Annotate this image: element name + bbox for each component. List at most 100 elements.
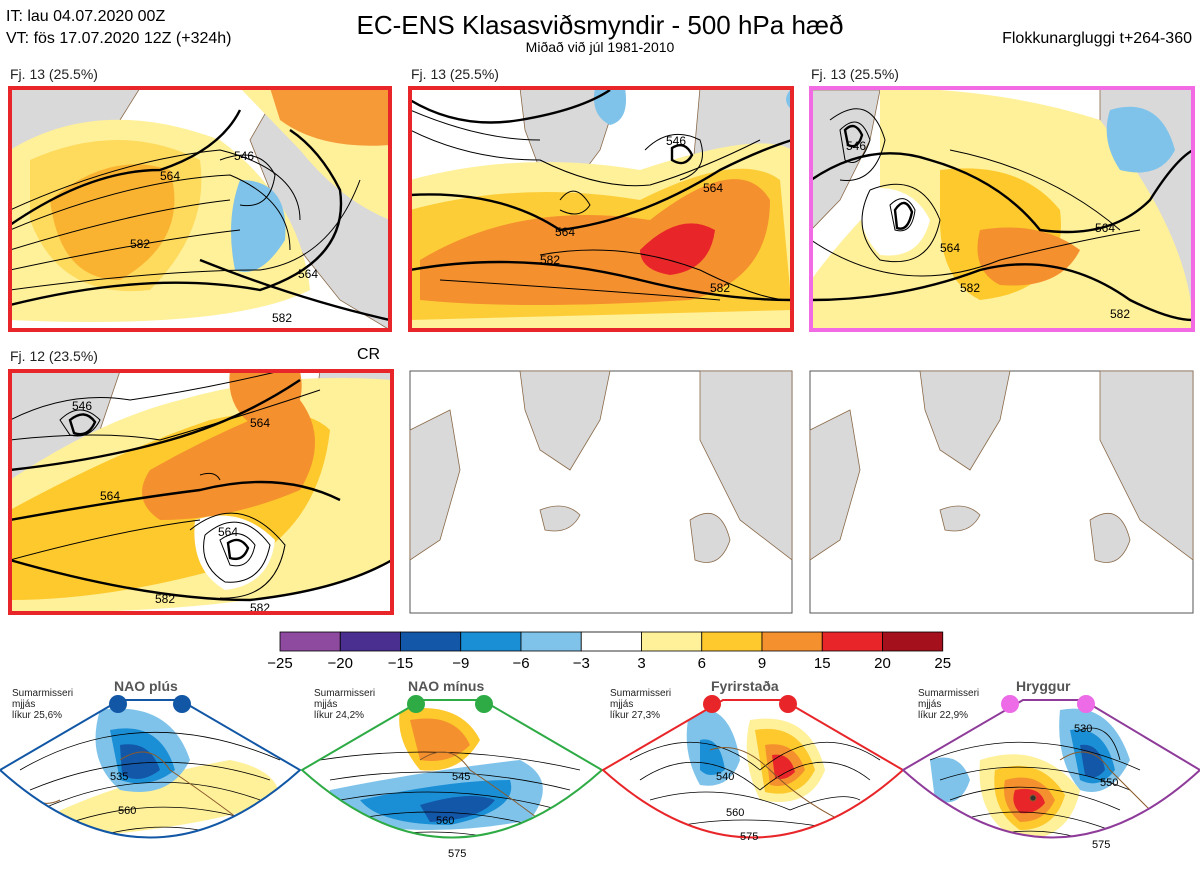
- regime-dot: [173, 695, 191, 713]
- colorbar-tick-label: 25: [934, 655, 951, 672]
- colorbar-tick-label: 15: [814, 655, 831, 672]
- empty-panel-6: [809, 370, 1194, 614]
- regime-info-nao-minus: Sumarmisseri mjjás líkur 24,2%: [314, 688, 375, 721]
- regime-title-ridge: Hryggur: [1016, 678, 1071, 694]
- land-north-america: [809, 409, 861, 561]
- colorbar-tick-label: 20: [874, 655, 891, 672]
- valid-time: VT: fös 17.07.2020 12Z (+324h): [6, 30, 232, 47]
- anomaly-red: [640, 223, 715, 275]
- contour-label: 564: [100, 489, 120, 503]
- sector-edge: [601, 699, 905, 839]
- anomaly-orange: [977, 227, 1080, 286]
- anomaly-orange: [420, 179, 770, 305]
- contour-label: 564: [298, 267, 318, 281]
- contour-label: 560: [118, 805, 136, 817]
- contour-label: 582: [250, 601, 270, 615]
- colorbar-segment: [460, 631, 522, 652]
- contour-label: 575: [740, 831, 758, 843]
- contour-label: 582: [540, 253, 560, 267]
- colorbar-tick-label: −6: [512, 655, 529, 672]
- header-info: IT: lau 04.07.2020 00Z VT: fös 17.07.202…: [6, 6, 231, 50]
- regime-dot: [1001, 695, 1019, 713]
- anomaly-white: [194, 515, 275, 590]
- colorbar: −25 −20 −15 −9 −6 −3 3 6 9 15 20 25: [267, 631, 951, 672]
- panel-4-label: Fj. 12 (23.5%): [10, 348, 98, 364]
- regime-probability: líkur 24,2%: [314, 710, 365, 721]
- colorbar-tick-label: 6: [698, 655, 706, 672]
- land-iceland: [939, 505, 981, 532]
- colorbar-tick-label: −9: [452, 655, 469, 672]
- regime-probability: líkur 27,3%: [610, 710, 661, 721]
- panel-1: 546 564 582 564 582: [10, 88, 390, 330]
- colorbar-segment: [882, 631, 944, 652]
- contour-label: 564: [160, 169, 180, 183]
- contour-label: 546: [72, 399, 92, 413]
- land-scandinavia: [1099, 370, 1194, 561]
- regime-months: mjjás: [314, 699, 338, 710]
- page-title: EC-ENS Klasasviðsmyndir - 500 hPa hæð: [356, 10, 844, 40]
- regime-title-nao-minus: NAO mínus: [408, 678, 485, 694]
- regime-info-nao-plus: Sumarmisseri mjjás líkur 25,6%: [12, 688, 73, 721]
- regime-info-ridge: Sumarmisseri mjjás líkur 22,9%: [918, 688, 979, 721]
- regime-season: Sumarmisseri: [314, 688, 376, 699]
- colorbar-tick-label: −25: [267, 655, 292, 672]
- colorbar-segment: [339, 631, 401, 652]
- regime-season: Sumarmisseri: [610, 688, 672, 699]
- contour-label: 582: [130, 237, 150, 251]
- land-greenland: [519, 370, 611, 471]
- colorbar-segment: [701, 631, 763, 652]
- colorbar-segment: [400, 631, 462, 652]
- classification-window: Flokkunargluggi t+264-360: [1002, 30, 1192, 47]
- panel-3-label: Fj. 13 (25.5%): [811, 66, 899, 82]
- panel-3: 546 564 564 582 582: [811, 88, 1193, 330]
- land-british-isles: [1089, 512, 1131, 563]
- regime-dot: [475, 695, 493, 713]
- panel-1-border: [8, 86, 392, 332]
- sector-edge: [300, 699, 604, 839]
- contour-label: 546: [846, 139, 866, 153]
- contour-label: 545: [452, 771, 470, 783]
- panel-1-label: Fj. 13 (25.5%): [10, 66, 98, 82]
- empty-panel-5: [409, 370, 793, 614]
- contour-label: 582: [272, 311, 292, 325]
- contour-label: 564: [940, 241, 960, 255]
- panel-2: 546 564 564 582 582: [410, 88, 792, 330]
- contour-label: 546: [234, 149, 254, 163]
- panel-4-border: [8, 369, 394, 615]
- contour-label: 564: [218, 525, 238, 539]
- colorbar-segment: [821, 631, 883, 652]
- land-iceland: [539, 505, 581, 532]
- contour-label: 564: [555, 225, 575, 239]
- land-british-isles: [689, 512, 731, 563]
- panel-2-border: [408, 86, 794, 332]
- anomaly-orange: [142, 400, 315, 520]
- regime-months: mjjás: [918, 699, 942, 710]
- panel-2-label: Fj. 13 (25.5%): [411, 66, 499, 82]
- anomaly-orange-2: [270, 88, 390, 146]
- colorbar-segment: [520, 631, 582, 652]
- contour-label: 560: [726, 807, 744, 819]
- regime-info-blocking: Sumarmisseri mjjás líkur 27,3%: [610, 688, 671, 721]
- regime-dot: [1077, 695, 1095, 713]
- colorbar-tick-label: −15: [388, 655, 413, 672]
- anomaly-blue: [1106, 106, 1175, 173]
- initial-time: IT: lau 04.07.2020 00Z: [6, 8, 166, 25]
- colorbar-tick-label: 3: [637, 655, 645, 672]
- colorbar-tick-label: −3: [573, 655, 590, 672]
- sector-edge: [0, 699, 302, 839]
- regime-title-nao-plus: NAO plús: [114, 678, 178, 694]
- contour-label: 530: [1074, 723, 1092, 735]
- land-scandinavia: [699, 370, 793, 561]
- panel-4: 546 564 564 564 582 582: [10, 371, 392, 615]
- page-subtitle: Miðað við júl 1981-2010: [525, 39, 675, 55]
- colorbar-segment: [279, 631, 341, 652]
- land-greenland: [919, 370, 1011, 471]
- contour-label: 582: [1110, 307, 1130, 321]
- regime-probability: líkur 25,6%: [12, 710, 63, 721]
- contour-label: 560: [436, 815, 454, 827]
- contour-label: 540: [716, 771, 734, 783]
- contour-label: 564: [250, 416, 270, 430]
- anomaly-gold: [30, 140, 202, 292]
- regime-dot: [703, 695, 721, 713]
